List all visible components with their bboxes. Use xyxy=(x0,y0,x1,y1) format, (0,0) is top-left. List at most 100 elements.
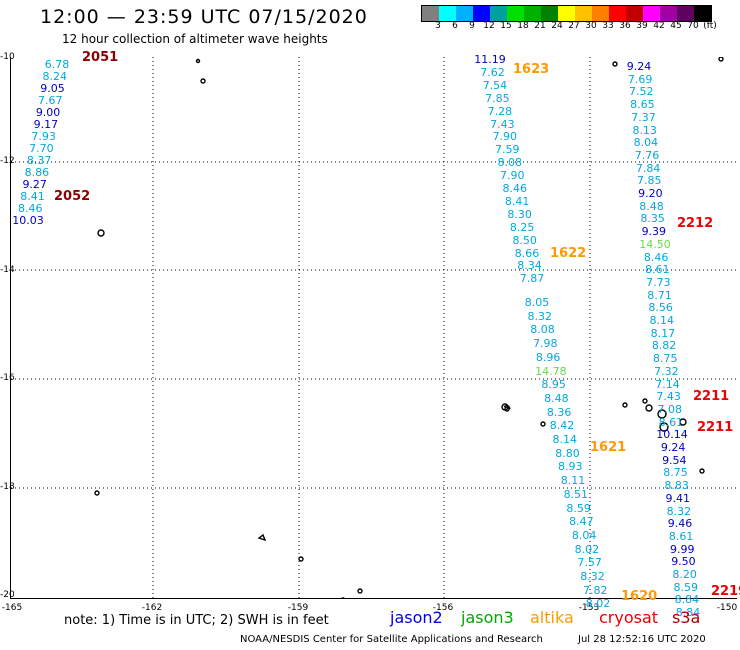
swh-value: 6.78 xyxy=(44,58,70,71)
colorbar-tick: 3 xyxy=(435,21,441,31)
swh-value: 7.90 xyxy=(492,130,518,144)
colorbar-swatch xyxy=(422,6,439,21)
swh-value: 7.32 xyxy=(654,364,679,378)
swh-value: 7.57 xyxy=(577,556,602,570)
swh-value: 9.54 xyxy=(662,453,687,467)
island xyxy=(540,421,546,427)
colorbar xyxy=(421,5,712,22)
island xyxy=(718,57,724,62)
credit-line: NOAA/NESDIS Center for Satellite Applica… xyxy=(240,634,543,645)
colorbar-tick: 15 xyxy=(500,21,512,31)
colorbar-tick: 39 xyxy=(636,21,648,31)
island xyxy=(622,402,628,408)
swh-value: 8.04 xyxy=(633,136,659,150)
swh-value: 8.24 xyxy=(42,70,68,83)
colorbar-tick: 45 xyxy=(670,21,682,31)
legend-s3a: s3a xyxy=(672,608,701,627)
swh-value: 8.41 xyxy=(20,190,45,203)
swh-value: 7.73 xyxy=(646,275,671,289)
colorbar-tick: (ft) xyxy=(703,21,717,31)
swh-value: 7.14 xyxy=(655,377,680,391)
swh-value: 8.93 xyxy=(558,460,583,474)
swh-value: 8.32 xyxy=(527,309,553,323)
colorbar-tick: 27 xyxy=(568,21,580,31)
swh-value: 7.98 xyxy=(533,337,558,351)
pass-label: 1623 xyxy=(513,62,550,77)
swh-value: 8.02 xyxy=(574,542,600,556)
island xyxy=(642,398,648,404)
colorbar-swatch xyxy=(694,6,711,21)
colorbar-swatch xyxy=(592,6,609,21)
swh-value: 8.75 xyxy=(663,466,688,480)
colorbar-tick: 9 xyxy=(469,21,475,31)
island xyxy=(200,78,206,84)
swh-value: 8.05 xyxy=(524,296,550,309)
swh-value: 8.32 xyxy=(580,570,605,583)
graticule xyxy=(11,57,737,598)
lat-label: -12 xyxy=(0,156,15,166)
legend-altika: altika xyxy=(530,608,574,627)
swh-value: 9.00 xyxy=(35,106,61,119)
island xyxy=(504,406,510,412)
swh-value: 7.93 xyxy=(31,130,56,143)
swh-value: 7.82 xyxy=(582,583,608,597)
pass-label: 1620 xyxy=(621,589,658,604)
swh-value: 7.59 xyxy=(495,143,520,157)
lat-label: -20 xyxy=(0,590,15,600)
footer-note: note: 1) Time is in UTC; 2) SWH is in fe… xyxy=(64,613,329,628)
pass-label: 2211 xyxy=(693,389,730,404)
swh-value: 7.37 xyxy=(631,110,656,124)
swh-value: 9.99 xyxy=(670,542,695,556)
island xyxy=(257,533,267,542)
swh-value: 9.20 xyxy=(638,187,663,200)
island xyxy=(699,468,705,474)
island xyxy=(298,556,304,562)
swh-value: 8.32 xyxy=(666,504,692,518)
swh-value: 10.14 xyxy=(656,428,688,442)
island xyxy=(357,588,363,594)
lat-label: -18 xyxy=(0,482,15,492)
swh-value: 7.28 xyxy=(487,104,513,118)
colorbar-swatch xyxy=(626,6,643,21)
island xyxy=(657,409,667,419)
swh-value: 9.17 xyxy=(33,118,59,131)
swh-value: 9.50 xyxy=(671,555,696,569)
swh-value: 7.69 xyxy=(627,72,653,86)
colorbar-swatch xyxy=(524,6,541,21)
lat-label: -16 xyxy=(0,373,15,383)
colorbar-tick: 36 xyxy=(619,21,631,31)
island xyxy=(501,403,509,411)
lat-label: -10 xyxy=(0,52,15,62)
legend-jason3: jason3 xyxy=(461,608,514,627)
colorbar-tick: 70 xyxy=(687,21,699,31)
swh-value: 8.08 xyxy=(497,156,523,170)
swh-value: 8.71 xyxy=(647,288,672,302)
swh-value: 8.34 xyxy=(517,259,542,273)
map-title: 12:00 — 23:59 UTC 07/15/2020 xyxy=(40,6,368,28)
colorbar-swatch xyxy=(643,6,660,21)
colorbar-swatch xyxy=(507,6,524,21)
swh-value: 8.80 xyxy=(555,446,580,460)
swh-value: 9.27 xyxy=(22,178,47,191)
swh-value: 8.75 xyxy=(652,352,678,366)
swh-value: 8.84 xyxy=(674,593,700,607)
swh-value: 8.30 xyxy=(507,207,532,221)
colorbar-swatch xyxy=(541,6,558,21)
colorbar-swatch xyxy=(575,6,592,21)
colorbar-swatch xyxy=(677,6,694,21)
colorbar-tick: 12 xyxy=(483,21,495,31)
swh-value: 8.51 xyxy=(563,487,589,501)
swh-value: 7.87 xyxy=(519,272,545,286)
swh-value: 8.82 xyxy=(651,339,677,353)
colorbar-swatch xyxy=(558,6,575,21)
swh-value: 7.54 xyxy=(482,78,508,92)
swh-value: 8.25 xyxy=(509,220,535,234)
island xyxy=(97,229,105,237)
colorbar-tick: 30 xyxy=(585,21,597,31)
swh-value: 9.24 xyxy=(660,441,686,454)
swh-value: 8.46 xyxy=(17,202,43,215)
pass-label: 2211 xyxy=(697,420,734,435)
pass-label: 2212 xyxy=(677,216,714,231)
swh-value: 8.35 xyxy=(640,212,665,226)
